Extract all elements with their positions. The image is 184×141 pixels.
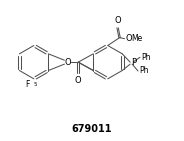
Text: Ph: Ph (139, 67, 148, 75)
Text: F: F (26, 80, 30, 89)
Text: 5: 5 (33, 82, 37, 87)
Text: 679011: 679011 (72, 124, 112, 134)
Text: O: O (125, 34, 132, 43)
Text: O: O (75, 76, 82, 85)
Text: Ph: Ph (141, 53, 151, 62)
Text: P: P (131, 58, 136, 67)
Text: O: O (114, 16, 121, 25)
Text: O: O (64, 58, 71, 67)
Text: Me: Me (131, 34, 143, 43)
